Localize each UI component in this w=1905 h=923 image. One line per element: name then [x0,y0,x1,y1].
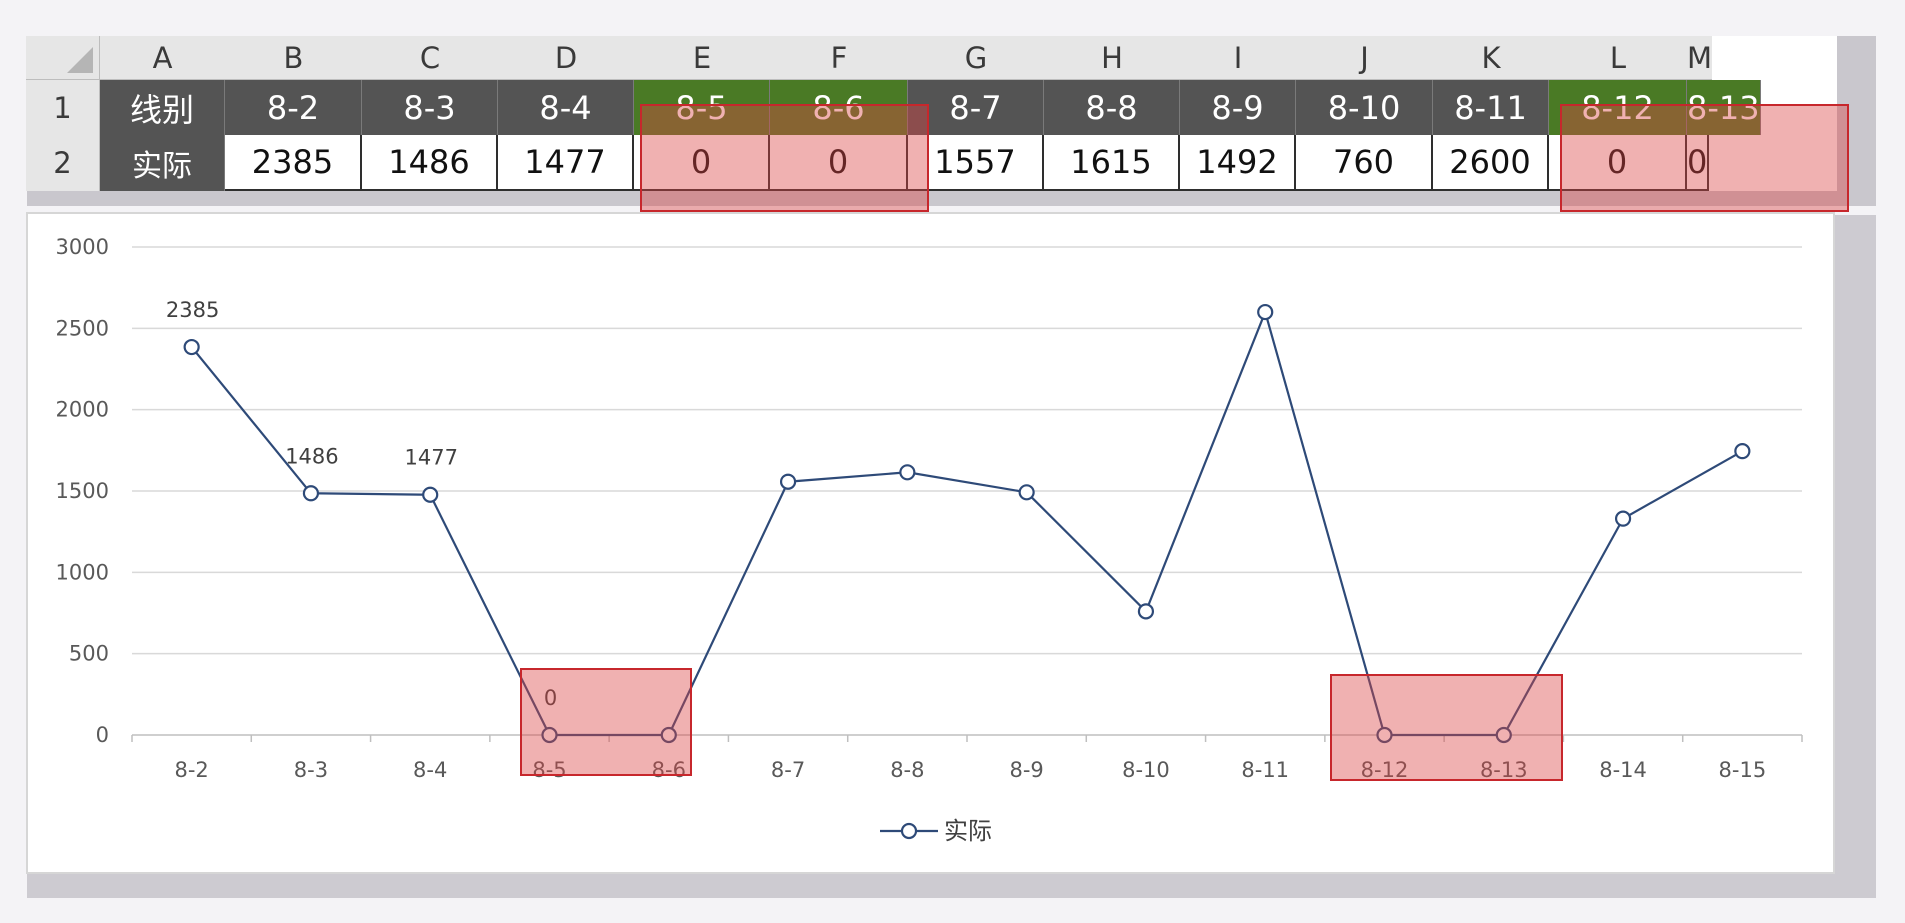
x-tick-label: 8-5 [532,758,566,782]
y-tick-label: 1500 [56,479,109,503]
cell-i2[interactable]: 1492 [1180,135,1296,191]
x-tick-label: 8-9 [1009,758,1043,782]
data-label: 2385 [166,298,219,322]
x-tick-label: 8-6 [652,758,686,782]
cell-i1[interactable]: 8-9 [1180,80,1296,135]
data-point-8-4 [422,486,439,503]
column-header-i[interactable]: I [1180,36,1296,80]
x-tick-label: 8-13 [1480,758,1528,782]
column-header-c[interactable]: C [362,36,498,80]
chart-highlight-8-5-8-6 [520,668,692,776]
cell-f2[interactable]: 0 [770,135,908,191]
data-point-8-5 [541,726,558,744]
cell-a2[interactable]: 实际 [100,135,225,191]
cell-j1[interactable]: 8-10 [1296,80,1433,135]
data-label: 1477 [404,446,457,470]
y-tick-label: 2500 [56,316,109,340]
cell-f1[interactable]: 8-6 [770,80,908,135]
y-tick-label: 0 [96,723,109,747]
column-header-l[interactable]: L [1549,36,1687,80]
data-point-8-14 [1614,510,1632,527]
x-tick-label: 8-12 [1361,758,1409,782]
column-header-b[interactable]: B [225,36,362,80]
row-header-1[interactable]: 1 [26,80,100,135]
cell-k2[interactable]: 2600 [1433,135,1549,191]
cell-a1[interactable]: 线别 [100,80,225,135]
column-header-f[interactable]: F [770,36,908,80]
sheet-row-2: 2 实际 2385 1486 1477 0 0 1557 1615 1492 760 2600 0 0 [26,135,1837,191]
column-header-h[interactable]: H [1044,36,1180,80]
column-header-d[interactable]: D [498,36,634,80]
data-point-8-7 [779,473,797,490]
cell-g1[interactable]: 8-7 [908,80,1044,135]
data-label: 0 [544,686,557,710]
x-tick-label: 8-4 [413,758,447,782]
cell-m2[interactable]: 0 [1687,135,1710,191]
cell-j2[interactable]: 760 [1296,135,1433,191]
chart-svg: 0 500 1000 1500 2000 2500 3000 8-2 8-3 8-4 8-5 8-6 8… [56,235,1803,845]
column-header-m[interactable]: M [1687,36,1713,80]
cell-d1[interactable]: 8-4 [498,80,634,135]
data-point-8-3 [302,485,320,502]
column-header-e[interactable]: E [634,36,770,80]
chart-highlight-8-12-8-13 [1330,674,1563,781]
cell-m1[interactable]: 8-13 [1687,80,1761,135]
cell-c2[interactable]: 1486 [362,135,498,191]
column-header-k[interactable]: K [1433,36,1549,80]
line-chart: 0 500 1000 1500 2000 2500 3000 8-2 8-3 8-4 8-5 8-6 8… [26,212,1835,874]
data-point-8-10 [1137,603,1155,620]
legend-marker [900,822,918,840]
series-line [190,308,1743,737]
cell-c1[interactable]: 8-3 [362,80,498,135]
y-tick-label: 500 [69,642,109,666]
cell-l2[interactable]: 0 [1549,135,1687,191]
x-tick-label: 8-14 [1599,758,1647,782]
data-point-8-15 [1734,443,1751,460]
x-tick-label: 8-8 [890,758,924,782]
table-highlight-e-f [640,104,929,212]
cell-k1[interactable]: 8-11 [1433,80,1549,135]
data-point-8-12 [1376,726,1393,744]
x-tick-label: 8-10 [1122,758,1170,782]
cell-b2[interactable]: 2385 [225,135,362,191]
cell-d2[interactable]: 1477 [498,135,634,191]
x-tick-label: 8-11 [1241,758,1289,782]
x-tick-label: 8-7 [771,758,805,782]
data-point-8-13 [1495,726,1512,744]
data-point-8-2 [183,338,200,356]
cell-l1[interactable]: 8-12 [1549,80,1687,135]
data-point-8-6 [660,726,677,744]
row-header-2[interactable]: 2 [26,135,100,191]
cell-g2[interactable]: 1557 [908,135,1044,191]
column-header-g[interactable]: G [908,36,1044,80]
column-header-a[interactable]: A [100,36,225,80]
y-tick-label: 3000 [56,235,109,259]
data-point-8-11 [1257,303,1274,321]
legend-label: 实际 [944,817,992,845]
cell-e2[interactable]: 0 [634,135,770,191]
data-point-8-9 [1018,484,1035,501]
cell-e1[interactable]: 8-5 [634,80,770,135]
x-tick-label: 8-3 [294,758,328,782]
cell-h1[interactable]: 8-8 [1044,80,1180,135]
x-tick-label: 8-15 [1719,758,1767,782]
sheet-row-1: 1 线别 8-2 8-3 8-4 8-5 8-6 8-7 8-8 8-9 8-10 8-11 8-12 8… [26,80,1837,135]
column-header-j[interactable]: J [1296,36,1433,80]
select-all-icon [67,47,93,73]
table-highlight-l-m [1560,104,1849,212]
y-tick-label: 2000 [56,398,109,422]
cell-h2[interactable]: 1615 [1044,135,1180,191]
x-tick-label: 8-2 [174,758,208,782]
data-label: 1486 [285,444,338,468]
y-tick-label: 1000 [56,560,109,584]
data-point-8-8 [899,464,916,481]
cell-b1[interactable]: 8-2 [225,80,362,135]
select-all-corner[interactable] [26,36,100,80]
